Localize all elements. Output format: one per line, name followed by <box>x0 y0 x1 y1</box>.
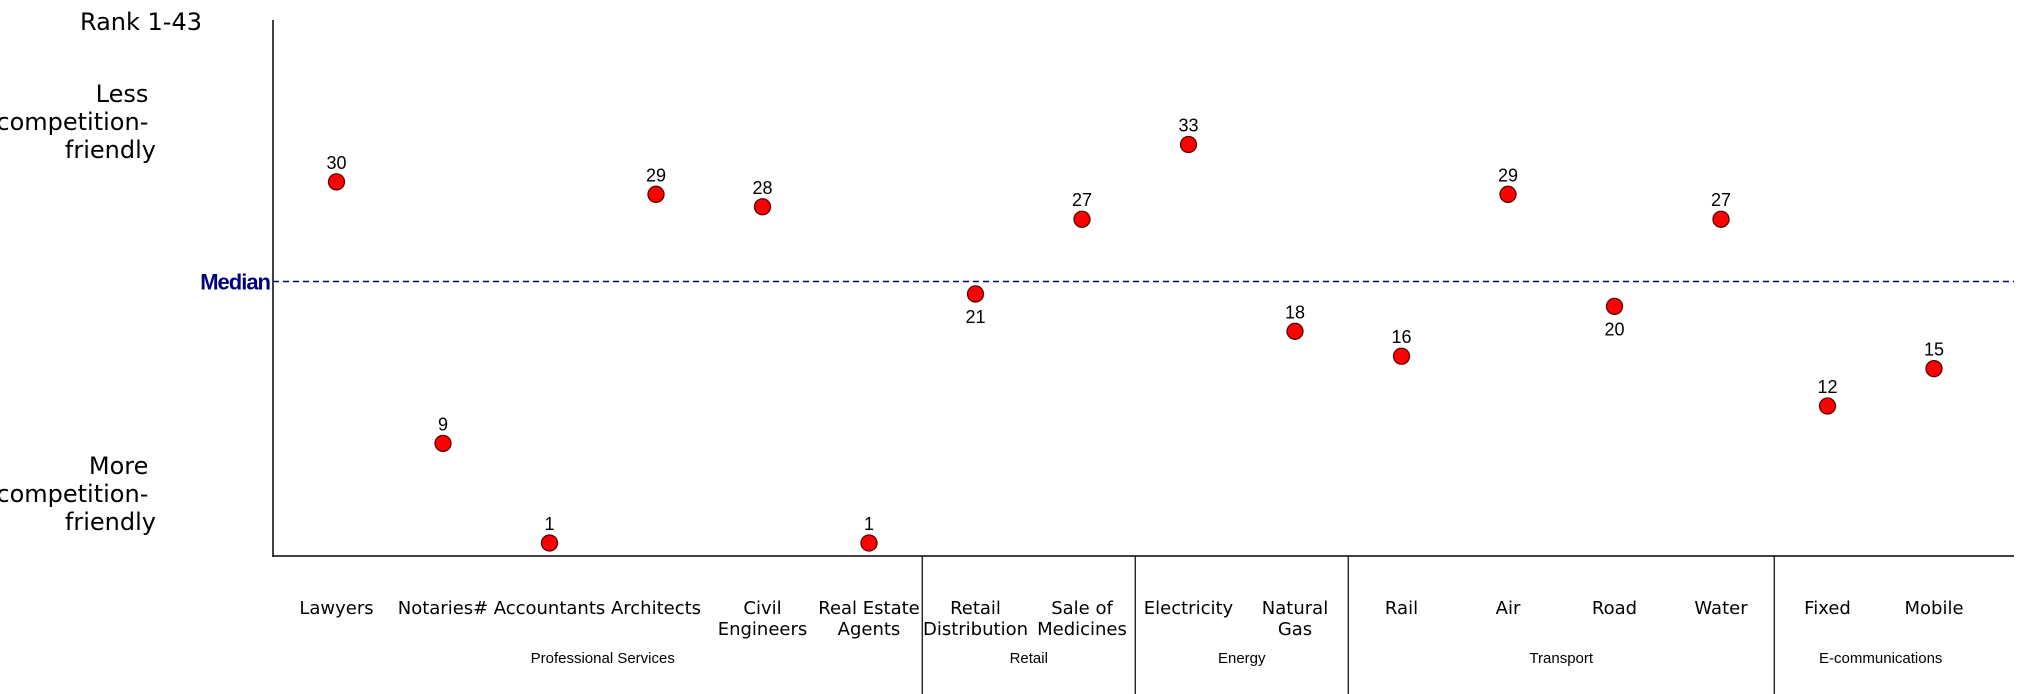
category-label-line: Notaries# <box>398 598 489 619</box>
category-label-line: Real Estate <box>818 598 920 619</box>
y-bottom-label-line: More <box>89 452 149 480</box>
category-label: Fixed <box>1804 598 1851 619</box>
category-label: Rail <box>1385 598 1418 619</box>
category-label-line: Medicines <box>1037 619 1127 640</box>
category-label: Real Estate Agents <box>818 598 920 640</box>
category-label-line: Engineers <box>718 619 808 640</box>
data-point <box>1073 210 1091 228</box>
value-labels: 30 9 1 29 28 1 21 27 33 18 16 29 20 27 12 15 <box>326 116 1944 534</box>
group-label: Energy <box>1218 650 1266 667</box>
data-points <box>327 135 1943 552</box>
group-labels: Professional Services Retail Energy Transpo… <box>531 650 1943 667</box>
value-label: 20 <box>1604 319 1624 339</box>
value-label: 30 <box>326 153 346 173</box>
category-label-line: Fixed <box>1804 598 1851 619</box>
data-point <box>966 285 985 303</box>
category-label-line: Gas <box>1278 619 1312 640</box>
category-label-line: Natural <box>1262 598 1328 619</box>
data-point <box>1605 297 1624 316</box>
data-point <box>860 534 878 552</box>
category-label: Mobile <box>1904 598 1963 619</box>
category-label-line: Accountants <box>494 598 606 619</box>
category-label: Electricity <box>1144 598 1234 619</box>
data-point <box>1712 210 1730 228</box>
value-label: 29 <box>646 165 666 185</box>
data-point <box>540 534 559 552</box>
category-labels: Lawyers Notaries# Accountants Architects Civ… <box>299 598 1963 640</box>
category-label: Water <box>1694 598 1748 619</box>
category-label: Architects <box>611 598 701 619</box>
value-label: 1 <box>864 514 874 534</box>
category-label-line: Architects <box>611 598 701 619</box>
group-label: Transport <box>1529 650 1593 667</box>
data-point <box>1286 322 1304 340</box>
value-label: 18 <box>1285 302 1305 322</box>
category-label-line: Retail <box>950 598 1001 619</box>
group-dividers <box>921 556 1775 694</box>
data-point <box>1392 347 1411 365</box>
category-label: Civil Engineers <box>718 598 808 640</box>
category-label-line: Mobile <box>1904 598 1963 619</box>
group-label: E-communications <box>1819 650 1942 667</box>
value-label: 29 <box>1498 165 1518 185</box>
category-label-line: Agents <box>838 619 901 640</box>
group-label: Professional Services <box>531 650 675 667</box>
data-point <box>647 185 665 203</box>
data-point <box>434 434 452 453</box>
y-top-label-line: friendly <box>65 136 156 164</box>
value-label: 27 <box>1072 190 1092 210</box>
value-label: 27 <box>1711 190 1731 210</box>
value-label: 15 <box>1924 340 1944 360</box>
category-label-line: Rail <box>1385 598 1418 619</box>
category-label: Lawyers <box>299 598 373 619</box>
value-label: 12 <box>1817 377 1837 397</box>
value-label: 33 <box>1178 116 1198 136</box>
category-label: Sale of Medicines <box>1037 598 1127 640</box>
data-point <box>1925 360 1943 378</box>
category-label: Accountants <box>494 598 606 619</box>
category-label-line: Air <box>1496 598 1521 619</box>
category-label: Natural Gas <box>1262 598 1328 640</box>
category-label-line: Civil <box>743 598 781 619</box>
y-bottom-label-line: competition- <box>0 480 148 508</box>
y-top-label-line: competition- <box>0 108 148 136</box>
value-label: 21 <box>965 307 985 327</box>
value-label: 9 <box>438 414 448 434</box>
category-label: Retail Distribution <box>923 598 1028 640</box>
value-label: 28 <box>752 178 772 198</box>
data-point <box>753 198 772 216</box>
data-point <box>1818 397 1837 415</box>
category-label: Notaries# <box>398 598 489 619</box>
y-axis-title: Rank 1-43 <box>80 8 202 36</box>
y-bottom-label: More competition- friendly <box>0 452 156 536</box>
median-label: Median <box>200 270 270 295</box>
y-top-label-line: Less <box>96 80 149 108</box>
category-label-line: Electricity <box>1144 598 1234 619</box>
group-label: Retail <box>1010 650 1048 667</box>
category-label: Road <box>1592 598 1637 619</box>
data-point <box>1179 135 1198 154</box>
category-label-line: Water <box>1694 598 1748 619</box>
category-label-line: Lawyers <box>299 598 373 619</box>
category-label-line: Sale of <box>1051 598 1113 619</box>
value-label: 1 <box>544 514 554 534</box>
category-label-line: Road <box>1592 598 1637 619</box>
data-point <box>1499 185 1517 203</box>
value-label: 16 <box>1391 327 1411 347</box>
category-label-line: Distribution <box>923 619 1028 640</box>
data-point <box>327 173 346 191</box>
y-bottom-label-line: friendly <box>65 508 156 536</box>
y-top-label: Less competition- friendly <box>0 80 156 164</box>
category-label: Air <box>1496 598 1521 619</box>
